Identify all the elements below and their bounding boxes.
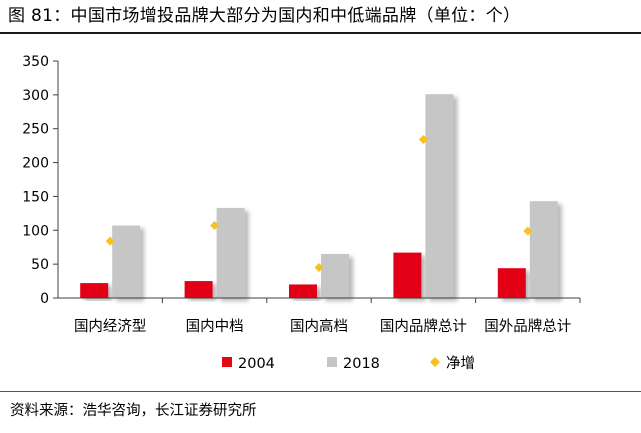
bar-2004 — [289, 284, 317, 298]
bar-2018 — [529, 201, 558, 298]
bar-2004 — [393, 252, 422, 298]
y-tick-label: 350 — [22, 54, 49, 70]
net-increase-marker — [105, 236, 115, 246]
bars-group — [80, 94, 558, 299]
legend-swatch — [430, 357, 440, 367]
net-increase-marker — [210, 221, 220, 231]
y-tick-label: 100 — [22, 223, 49, 239]
bar-2018 — [425, 94, 454, 299]
x-category-label: 国内品牌总计 — [380, 318, 467, 335]
y-tick-label: 0 — [40, 291, 49, 307]
source-note: 资料来源：浩华咨询，长江证券研究所 — [10, 403, 257, 419]
bar-chart: 0 50 100 150 200 250 300 350 国内经济型 国内中档 国内高档 国内品牌总… — [22, 54, 581, 372]
bar-2018 — [216, 207, 245, 298]
bar-2018 — [112, 225, 141, 298]
x-category-label: 国外品牌总计 — [484, 318, 571, 335]
legend-swatch — [327, 357, 337, 367]
net-increase-marker — [314, 263, 324, 273]
bar-2004 — [497, 268, 526, 298]
bar-2004 — [80, 283, 109, 298]
net-increase-marker — [523, 226, 533, 236]
y-tick-label: 250 — [22, 122, 49, 138]
x-axis: 国内经济型 国内中档 国内高档 国内品牌总计 国外品牌总计 — [58, 297, 581, 335]
net-increase-markers — [105, 135, 533, 273]
legend-label: 净增 — [446, 355, 475, 372]
legend: 2004 2018 净增 — [222, 355, 475, 372]
figure-title: 图 81：中国市场增投品牌大部分为国内和中低端品牌（单位：个） — [8, 6, 521, 26]
x-category-label: 国内经济型 — [74, 318, 147, 335]
x-category-label: 国内高档 — [290, 318, 348, 335]
legend-label: 2018 — [343, 356, 380, 372]
title-divider — [0, 32, 641, 34]
bar-2004 — [184, 281, 213, 298]
legend-swatch — [222, 357, 232, 367]
source-divider — [0, 391, 641, 392]
net-increase-marker — [418, 135, 428, 145]
bar-2018 — [321, 253, 349, 298]
y-tick-label: 300 — [22, 88, 49, 104]
y-tick-label: 200 — [22, 156, 49, 172]
y-tick-label: 150 — [22, 189, 49, 205]
y-tick-label: 50 — [31, 257, 49, 273]
y-axis: 0 50 100 150 200 250 300 350 — [22, 54, 59, 307]
legend-label: 2004 — [238, 356, 275, 372]
x-category-label: 国内中档 — [186, 318, 244, 335]
